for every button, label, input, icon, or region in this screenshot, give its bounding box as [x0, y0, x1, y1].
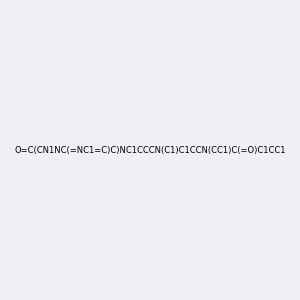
Text: O=C(CN1NC(=NC1=C)C)NC1CCCN(C1)C1CCN(CC1)C(=O)C1CC1: O=C(CN1NC(=NC1=C)C)NC1CCCN(C1)C1CCN(CC1)… [14, 146, 286, 154]
